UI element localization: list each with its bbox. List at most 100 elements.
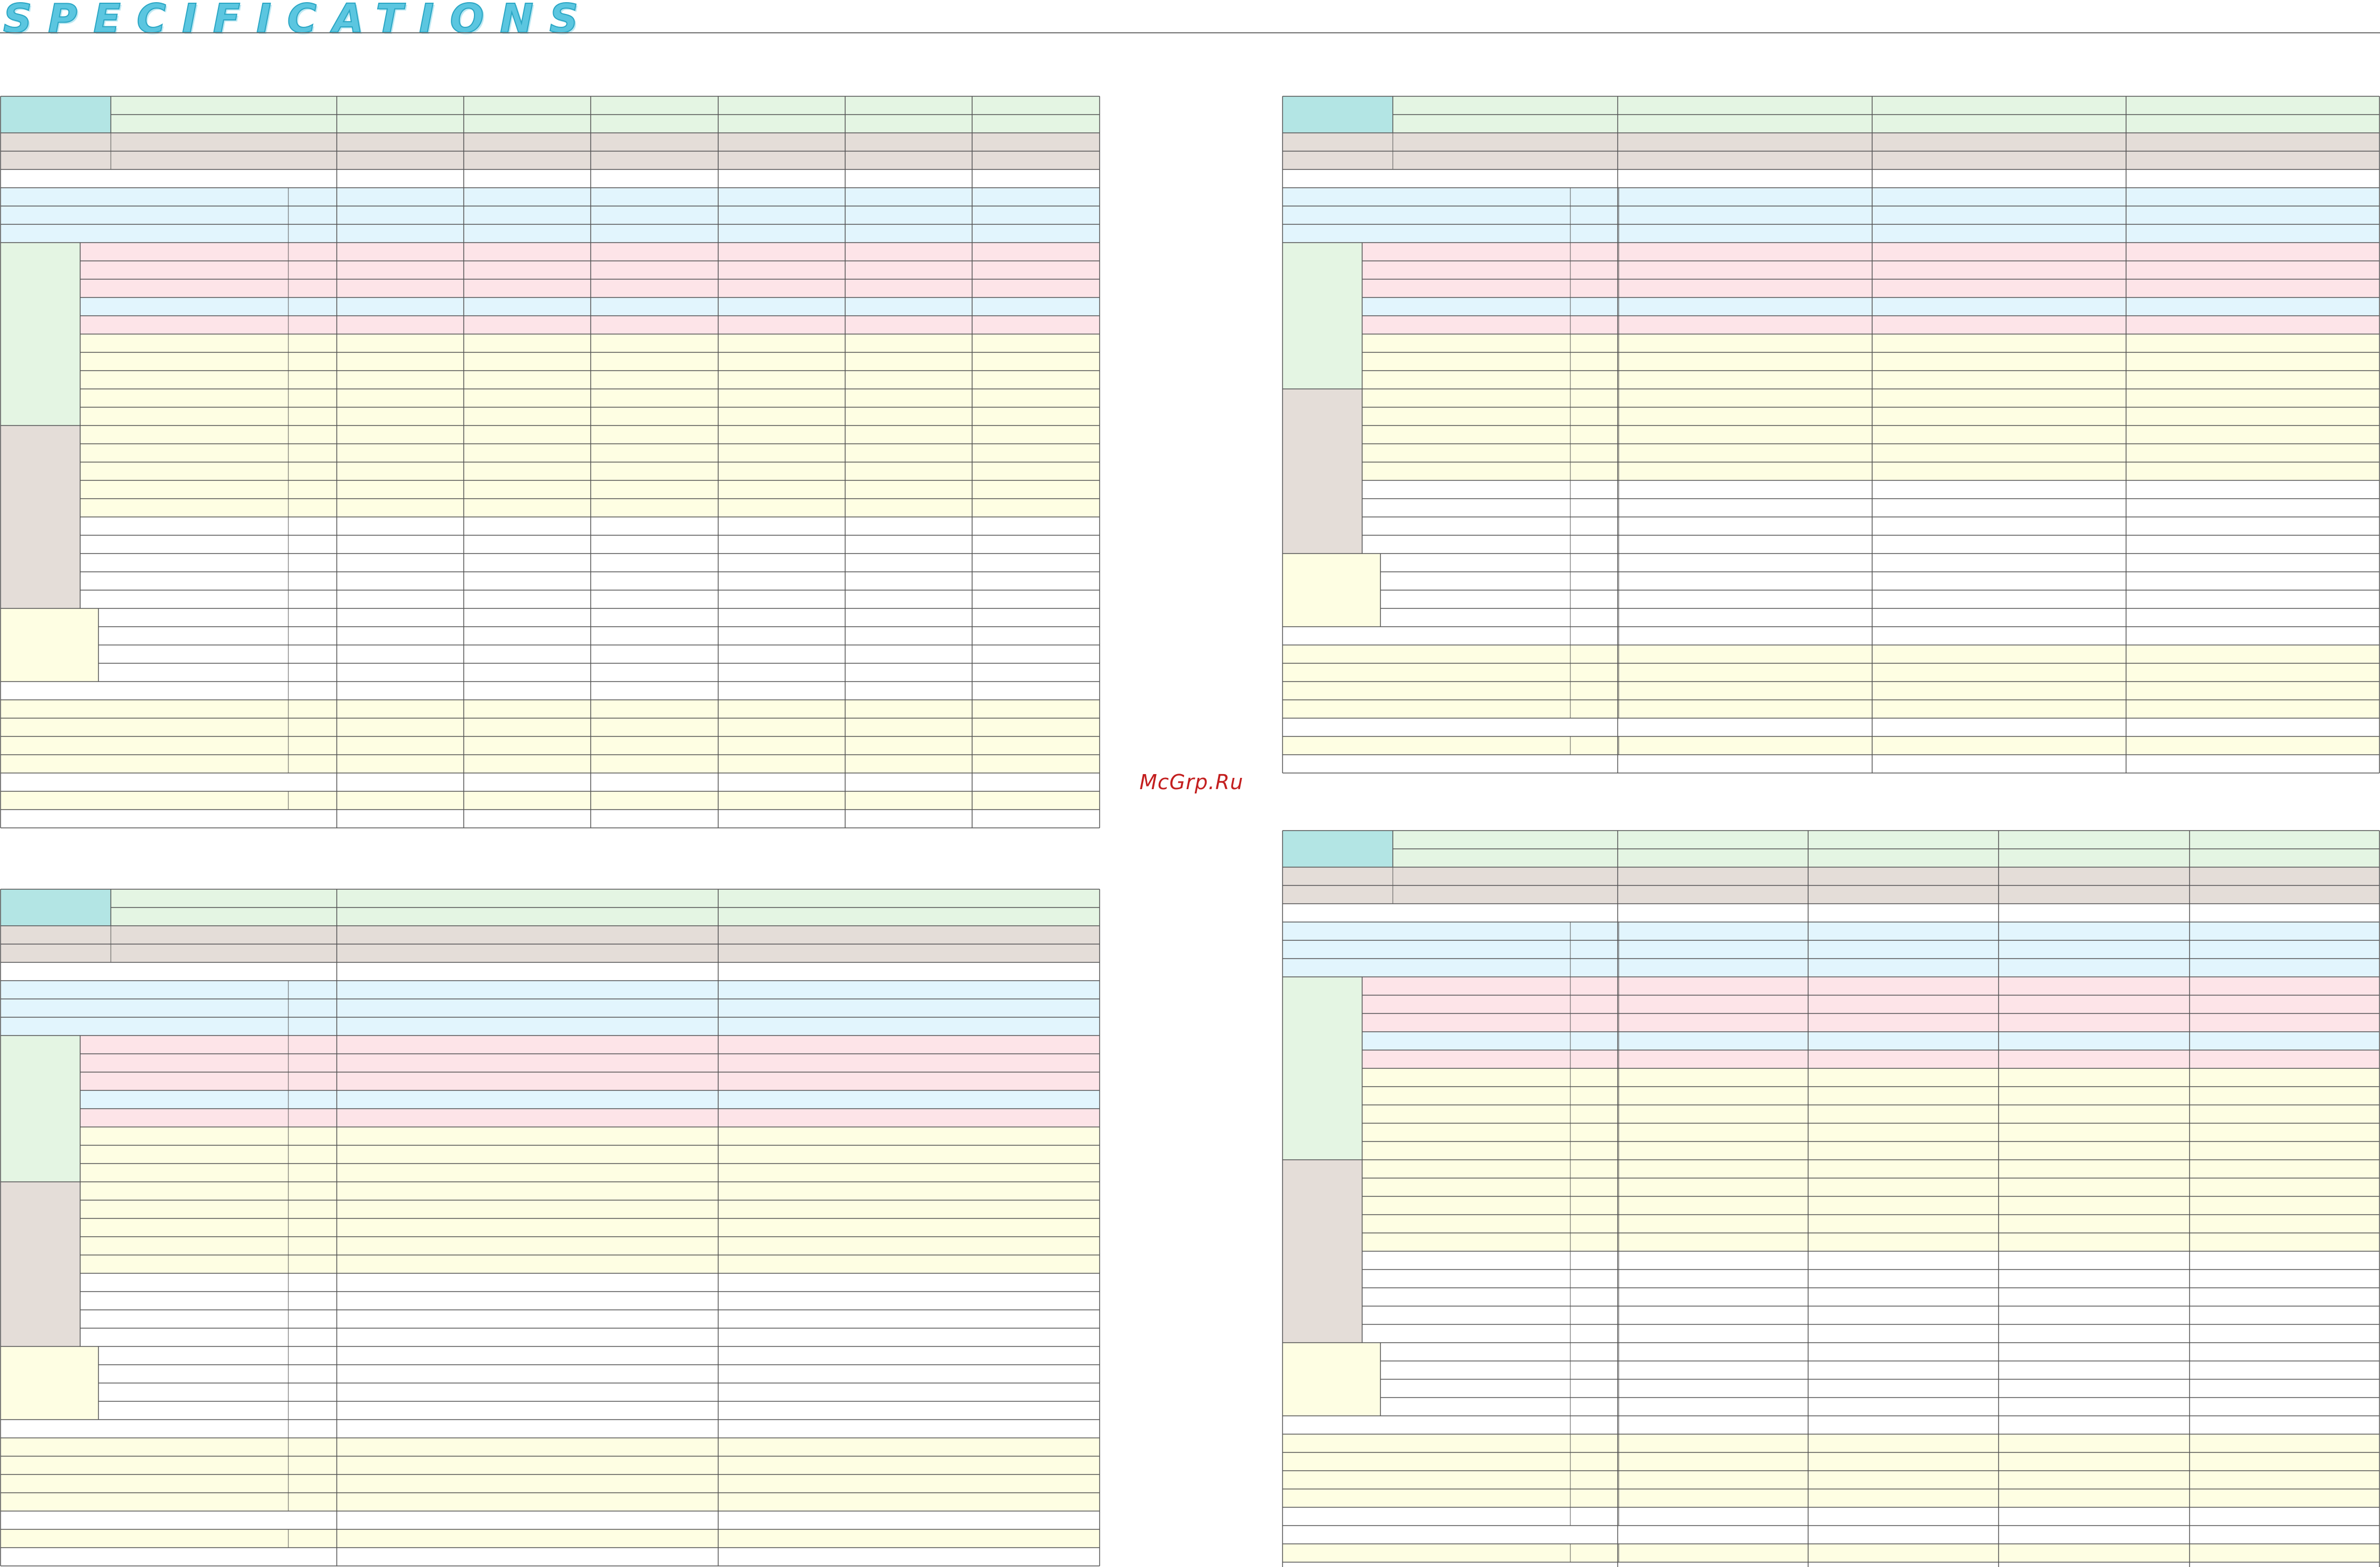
table-row xyxy=(1283,133,2379,151)
section-label-cell xyxy=(1283,96,1393,133)
table-row xyxy=(1283,608,2379,627)
table-row xyxy=(1,444,1100,462)
table-row xyxy=(1,426,1100,444)
table-row xyxy=(1283,1105,2379,1123)
table-row xyxy=(1,736,1100,755)
table-row xyxy=(1,1383,1100,1401)
table-row xyxy=(1,462,1100,480)
table-row xyxy=(1283,1288,2379,1306)
section-label-cell xyxy=(1,243,80,426)
title-rule xyxy=(0,32,2380,33)
table-row xyxy=(1283,389,2379,407)
table-row xyxy=(1283,1141,2379,1160)
table-row xyxy=(1,334,1100,352)
table-row xyxy=(1,169,1100,188)
section-label-cell xyxy=(1,1036,80,1182)
table-row xyxy=(1283,261,2379,279)
table-row xyxy=(1,224,1100,243)
table-row xyxy=(1283,206,2379,224)
table-row xyxy=(1,407,1100,426)
table-row xyxy=(1283,1032,2379,1050)
table-row xyxy=(1,1401,1100,1420)
table-row xyxy=(1,1072,1100,1090)
table-row xyxy=(1,1365,1100,1383)
table-row xyxy=(1283,316,2379,334)
spec-table-4 xyxy=(1282,830,2380,1567)
table-row xyxy=(1283,1270,2379,1288)
table-row xyxy=(1,981,1100,999)
table-row xyxy=(1,1346,1100,1365)
table-row xyxy=(1283,718,2379,736)
table-row xyxy=(1283,1544,2379,1562)
table-row xyxy=(1,1548,1100,1566)
table-row xyxy=(1,517,1100,535)
table-row xyxy=(1,810,1100,828)
table-row xyxy=(1283,1251,2379,1270)
table-row xyxy=(1,1218,1100,1237)
table-row xyxy=(1283,1562,2379,1567)
table-row xyxy=(1283,535,2379,554)
table-row xyxy=(1283,1343,2379,1361)
table-row xyxy=(1,1310,1100,1328)
table-row xyxy=(1283,885,2379,904)
table-row xyxy=(1,755,1100,773)
section-label-cell xyxy=(1,608,98,682)
table-row xyxy=(1,907,1100,926)
table-row xyxy=(1283,700,2379,718)
table-row xyxy=(1283,297,2379,316)
table-row xyxy=(1283,1379,2379,1398)
table-row xyxy=(1,1474,1100,1493)
table-row xyxy=(1283,904,2379,922)
table-row xyxy=(1283,1306,2379,1324)
table-row xyxy=(1283,426,2379,444)
table-row xyxy=(1283,224,2379,243)
table-row xyxy=(1283,1160,2379,1178)
table-row xyxy=(1,1255,1100,1273)
table-row xyxy=(1,590,1100,608)
table-row xyxy=(1283,1013,2379,1032)
table-row xyxy=(1283,1398,2379,1416)
table-row xyxy=(1283,1196,2379,1215)
table-row xyxy=(1283,1507,2379,1526)
table-row xyxy=(1283,1416,2379,1434)
watermark: McGrp.Ru xyxy=(1139,770,1244,794)
table-row xyxy=(1,718,1100,736)
table-row xyxy=(1,1127,1100,1145)
spec-table-1 xyxy=(0,96,1100,828)
table-row xyxy=(1283,1452,2379,1471)
table-row xyxy=(1,608,1100,627)
table-row xyxy=(1283,115,2379,133)
table-row xyxy=(1283,1471,2379,1489)
table-row xyxy=(1,1145,1100,1164)
table-row xyxy=(1283,1324,2379,1343)
table-row xyxy=(1,188,1100,206)
table-row xyxy=(1,944,1100,962)
table-row xyxy=(1283,554,2379,572)
table-row xyxy=(1,261,1100,279)
spec-table-3 xyxy=(1282,96,2380,774)
table-row xyxy=(1,1328,1100,1346)
table-row xyxy=(1,1237,1100,1255)
table-row xyxy=(1,926,1100,944)
table-row xyxy=(1,1054,1100,1072)
table-row xyxy=(1283,590,2379,608)
table-row xyxy=(1,962,1100,981)
table-row xyxy=(1283,663,2379,682)
table-row xyxy=(1283,1050,2379,1068)
table-row xyxy=(1283,736,2379,755)
table-row xyxy=(1283,462,2379,480)
table-row xyxy=(1,499,1100,517)
table-row xyxy=(1,627,1100,645)
table-row xyxy=(1,1493,1100,1511)
table-row xyxy=(1,1090,1100,1109)
table-row xyxy=(1283,572,2379,590)
table-row xyxy=(1283,169,2379,188)
table-row xyxy=(1,352,1100,371)
section-label-cell xyxy=(1283,1160,1362,1343)
table-row xyxy=(1,1200,1100,1218)
table-row xyxy=(1283,499,2379,517)
table-row xyxy=(1283,849,2379,867)
table-row xyxy=(1,554,1100,572)
table-row xyxy=(1283,334,2379,352)
table-row xyxy=(1,1017,1100,1036)
